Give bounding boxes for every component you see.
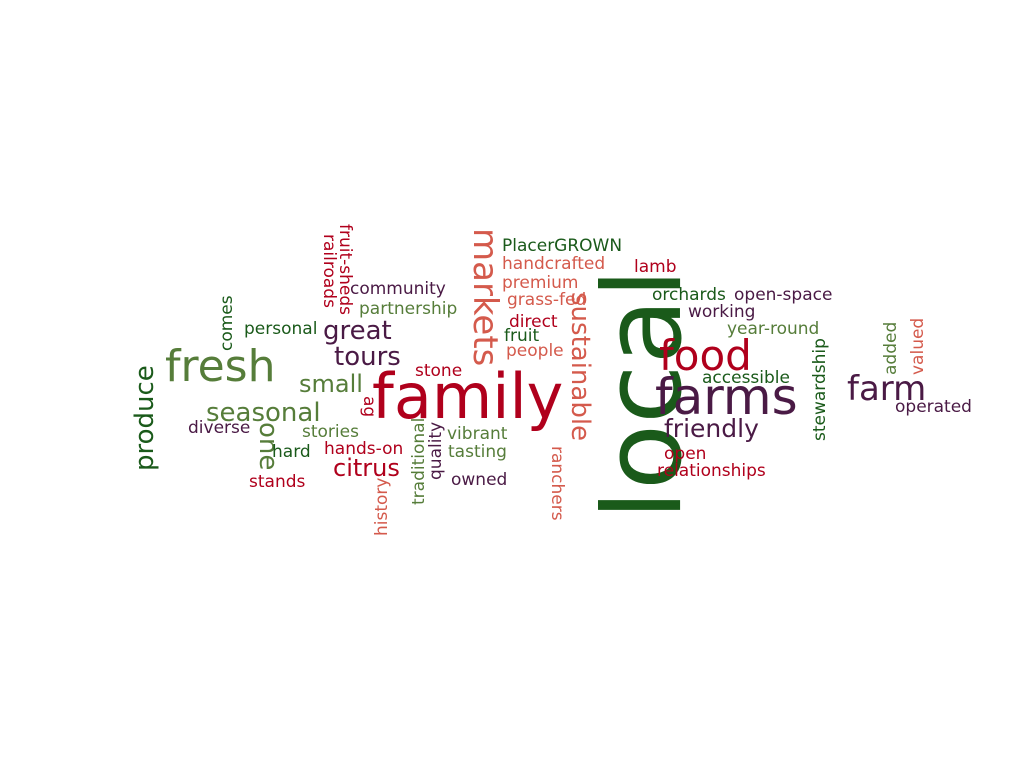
word-working: working bbox=[688, 302, 756, 322]
word-personal: personal bbox=[244, 319, 318, 339]
word-great: great bbox=[323, 316, 392, 346]
word-markets: markets bbox=[465, 228, 505, 367]
word-fruit-sheds: fruit-sheds bbox=[335, 224, 355, 316]
word-history: history bbox=[372, 477, 392, 536]
word-farms: farms bbox=[655, 368, 798, 426]
word-partnership: partnership bbox=[359, 299, 458, 319]
word-diverse: diverse bbox=[188, 418, 251, 438]
word-vibrant: vibrant bbox=[447, 424, 508, 444]
word-lamb: lamb bbox=[634, 257, 677, 277]
word-ag: ag bbox=[359, 396, 379, 418]
word-sustainable: sustainable bbox=[565, 292, 595, 442]
word-premium: premium bbox=[502, 273, 579, 293]
word-friendly: friendly bbox=[664, 414, 759, 443]
word-produce: produce bbox=[130, 365, 160, 471]
word-stone: stone bbox=[415, 361, 463, 381]
word-hard: hard bbox=[272, 442, 311, 462]
word-food: food bbox=[659, 331, 752, 380]
word-operated: operated bbox=[895, 397, 972, 417]
word-ranchers: ranchers bbox=[547, 446, 567, 521]
word-placergrown: PlacerGROWN bbox=[502, 236, 623, 256]
word-stories: stories bbox=[302, 422, 359, 442]
word-owned: owned bbox=[451, 470, 508, 490]
word-people: people bbox=[506, 341, 564, 361]
word-stands: stands bbox=[249, 472, 306, 492]
word-small: small bbox=[299, 370, 363, 398]
word-traditional: traditional bbox=[409, 417, 429, 505]
word-relationships: relationships bbox=[657, 461, 766, 481]
word-open-space: open-space bbox=[734, 285, 833, 305]
word-citrus: citrus bbox=[333, 454, 400, 482]
word-tours: tours bbox=[334, 342, 401, 372]
word-year-round: year-round bbox=[727, 319, 820, 339]
word-orchards: orchards bbox=[652, 285, 726, 305]
word-farm: farm bbox=[847, 369, 927, 409]
word-quality: quality bbox=[426, 421, 446, 480]
word-added: added bbox=[881, 321, 901, 375]
word-community: community bbox=[350, 279, 446, 299]
word-valued: valued bbox=[908, 317, 928, 375]
word-seasonal: seasonal bbox=[206, 398, 321, 428]
word-tasting: tasting bbox=[448, 442, 507, 462]
word-grass-fed: grass-fed bbox=[507, 290, 587, 310]
word-handcrafted: handcrafted bbox=[502, 254, 606, 274]
word-open: open bbox=[664, 444, 707, 464]
word-fresh: fresh bbox=[165, 341, 276, 392]
word-direct: direct bbox=[509, 312, 558, 332]
word-accessible: accessible bbox=[702, 368, 790, 388]
word-hands-on: hands-on bbox=[324, 439, 404, 459]
word-family: family bbox=[372, 360, 564, 433]
word-stewardship: stewardship bbox=[810, 338, 830, 441]
word-fruit: fruit bbox=[504, 326, 540, 346]
word-comes: comes bbox=[217, 295, 237, 351]
